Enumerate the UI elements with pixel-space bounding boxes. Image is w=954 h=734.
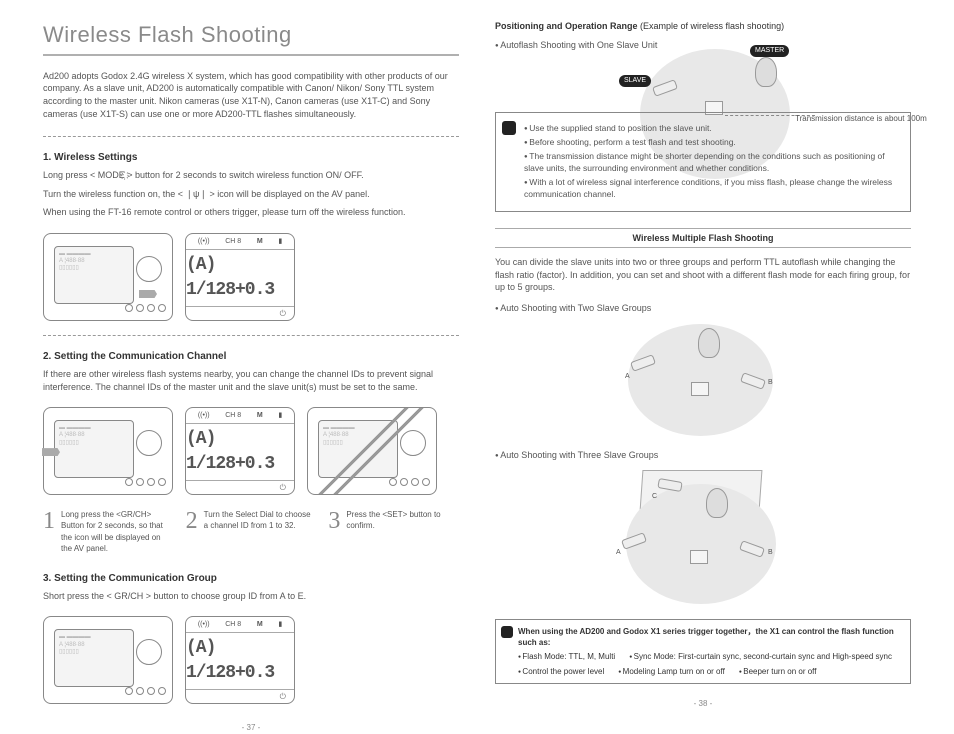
separator [43,335,459,336]
x1-item-1: Flash Mode: TTL, M, Multi [518,651,615,662]
diagonal-overlay [308,408,436,494]
tip-4: With a lot of wireless signal interferen… [524,177,900,201]
bullet-two-groups: Auto Shooting with Two Slave Groups [495,302,911,315]
subject-icon [755,57,777,87]
lcd-wireless-icon: ((•)) [198,237,210,247]
step-row: 1 Long press the <GR/CH> Button for 2 se… [43,509,459,554]
page-number-left: - 37 - [43,712,459,733]
manual-page-left: Wireless Flash Shooting Ad200 adopts God… [25,20,477,709]
page-title: Wireless Flash Shooting [43,20,459,56]
select-dial [136,256,162,282]
multi-intro: You can divide the slave units into two … [495,256,911,294]
step-2: 2 Turn the Select Dial to choose a chann… [186,509,317,554]
lcd-mode: M [257,237,263,247]
diagram-two-groups: A B [603,322,803,437]
lcd-main-display: (A) 1/128+0.3 [186,250,294,306]
subject-icon [706,488,728,518]
diagram-three-groups-wrapper: A B C [495,464,911,615]
section-2-heading: 2. Setting the Communication Channel [43,350,459,364]
info-box-x1: When using the AD200 and Godox X1 series… [495,619,911,684]
section-1-heading: 1. Wireless Settings [43,151,459,165]
positioning-heading: Positioning and Operation Range (Example… [495,20,911,33]
section-3-para: Short press the < GR/CH > button to choo… [43,590,459,603]
tip-1: Use the supplied stand to position the s… [524,123,900,135]
lcd-bottom-bar: ⏻ [186,306,294,320]
device-illustration-row-1: ▬ ▬▬▬▬A ¦488·88▯▯▯▯▯▯ ((•)) CH 8 M ▮ (A)… [43,233,459,321]
intro-paragraph: Ad200 adopts Godox 2.4G wireless X syste… [43,70,459,120]
arrow-icon [42,448,60,456]
section-1-line-3: When using the FT-16 remote control or o… [43,206,459,219]
lcd-channel: CH 8 [225,237,241,247]
master-badge: MASTER [750,45,789,57]
manual-page-right: Positioning and Operation Range (Example… [477,20,929,709]
tip-2: Before shooting, perform a test flash an… [524,137,900,149]
step-1: 1 Long press the <GR/CH> Button for 2 se… [43,509,174,554]
label-a: A [616,548,621,558]
step-text: Long press the <GR/CH> Button for 2 seco… [61,509,174,554]
lcd-diagram: ((•))CH 8M▮ (A) 1/128+0.3 ⏻ [185,616,295,704]
diagram-two-groups-wrapper: A B [495,316,911,447]
diagram-three-groups: A B C [598,470,808,605]
arrow-icon [139,290,157,298]
device-illustration-row-3: ▬ ▬▬▬▬A ¦488·88▯▯▯▯▯▯ ((•))CH 8M▮ (A) 1/… [43,616,459,704]
page-number-right: - 38 - [495,688,911,709]
label-a: A [625,372,630,382]
device-diagram: ▬ ▬▬▬▬A ¦488·88▯▯▯▯▯▯ [307,407,437,495]
info-box-x1-title: When using the AD200 and Godox X1 series… [518,627,894,647]
device-screen: ▬ ▬▬▬▬A ¦488·88▯▯▯▯▯▯ [54,246,134,304]
device-buttons [125,304,166,312]
lcd-top-bar: ((•)) CH 8 M ▮ [186,234,294,250]
step-3: 3 Press the <SET> button to confirm. [328,509,459,554]
x1-item-4: Modeling Lamp turn on or off [618,666,725,677]
section-2-para: If there are other wireless flash system… [43,368,459,393]
step-number: 1 [43,509,55,533]
diagram-one-slave: MASTER SLAVE Transmission distance is ab… [495,53,911,102]
step-number: 2 [186,509,198,533]
heading-bold: Positioning and Operation Range [495,21,638,31]
label-b: B [768,548,773,558]
lcd-battery-icon: ▮ [278,237,282,247]
camera-icon [690,550,708,564]
step-text: Press the <SET> button to confirm. [346,509,459,531]
info-box-x1-row: Control the power level Modeling Lamp tu… [518,666,902,677]
section-3-heading: 3. Setting the Communication Group [43,572,459,586]
section-1-line-2: Turn the wireless function on, the < ❘ψ❘… [43,188,459,201]
device-diagram: ▬ ▬▬▬▬A ¦488·88▯▯▯▯▯▯ [43,233,173,321]
section-1-line-1: Long press < MODE҉ > button for 2 second… [43,169,459,182]
x1-item-2: Sync Mode: First-curtain sync, second-cu… [629,651,892,662]
bullet-three-groups: Auto Shooting with Three Slave Groups [495,449,911,462]
separator [43,136,459,137]
device-diagram: ▬ ▬▬▬▬A ¦488·88▯▯▯▯▯▯ [43,407,173,495]
x1-item-3: Control the power level [518,666,604,677]
subject-icon [698,328,720,358]
label-c: C [652,492,657,502]
lcd-diagram: ((•)) CH 8 M ▮ (A) 1/128+0.3 ⏻ [185,233,295,321]
camera-icon [691,382,709,396]
slave-badge: SLAVE [619,75,651,87]
x1-item-5: Beeper turn on or off [739,666,817,677]
multiple-flash-title: Wireless Multiple Flash Shooting [495,228,911,249]
tip-3: The transmission distance might be short… [524,151,900,175]
label-b: B [768,378,773,388]
info-box-tips: Use the supplied stand to position the s… [495,112,911,211]
step-text: Turn the Select Dial to choose a channel… [204,509,317,531]
power-icon: ⏻ [280,308,286,319]
info-box-x1-row: Flash Mode: TTL, M, Multi Sync Mode: Fir… [518,651,902,662]
lcd-diagram: ((•))CH 8M▮ (A) 1/128+0.3 ⏻ [185,407,295,495]
device-illustration-row-2: ▬ ▬▬▬▬A ¦488·88▯▯▯▯▯▯ ((•))CH 8M▮ (A) 1/… [43,407,459,495]
device-diagram: ▬ ▬▬▬▬A ¦488·88▯▯▯▯▯▯ [43,616,173,704]
step-number: 3 [328,509,340,533]
heading-rest: (Example of wireless flash shooting) [638,21,785,31]
